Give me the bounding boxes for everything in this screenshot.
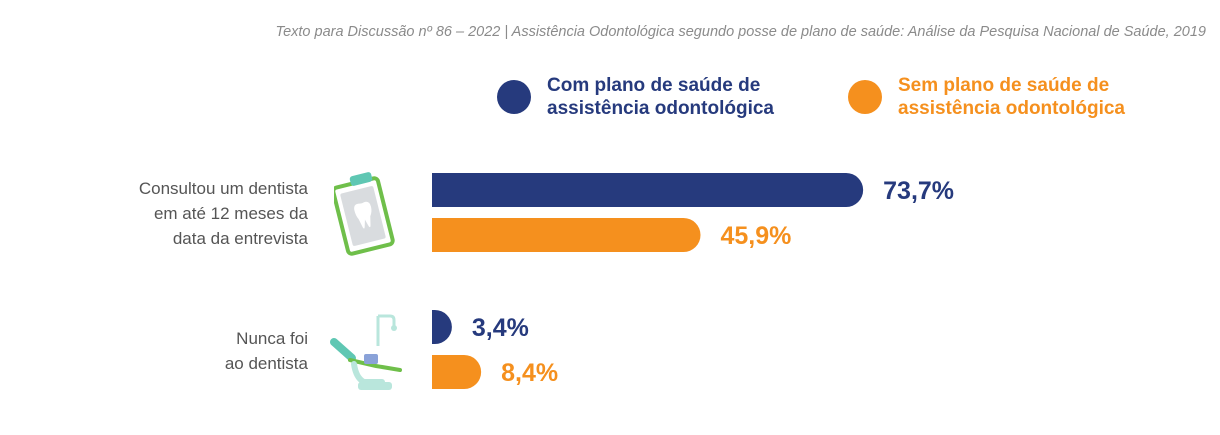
category-label-never: Nunca foi ao dentista <box>224 329 308 373</box>
data-label-series-2-category-1: 45,9% <box>721 222 792 250</box>
data-label-series-1-category-1: 73,7% <box>883 177 954 205</box>
legend-label-with-plan: Com plano de saúde de assistência odonto… <box>547 75 774 119</box>
bar-series-1-category-1 <box>432 173 864 207</box>
legend-item-with-plan: Com plano de saúde de assistência odonto… <box>497 74 774 120</box>
bar-series-2-category-1 <box>432 218 701 252</box>
bar-series-1-category-2 <box>432 310 452 344</box>
legend-marker-with-plan <box>497 80 531 114</box>
data-label-series-2-category-2: 8,4% <box>501 359 558 387</box>
data-label-series-1-category-2: 3,4% <box>472 314 529 342</box>
dental-chair-icon <box>330 314 402 390</box>
legend-marker-without-plan <box>848 80 882 114</box>
legend-item-without-plan: Sem plano de saúde de assistência odonto… <box>848 74 1125 120</box>
legend-label-without-plan: Sem plano de saúde de assistência odonto… <box>898 75 1125 119</box>
dental-clipboard-icon <box>334 172 395 256</box>
category-label-consulted: Consultou um dentista em até 12 meses da… <box>138 179 308 248</box>
report-header: Texto para Discussão nº 86 – 2022 | Assi… <box>275 24 1206 40</box>
bar-series-2-category-2 <box>432 355 482 389</box>
